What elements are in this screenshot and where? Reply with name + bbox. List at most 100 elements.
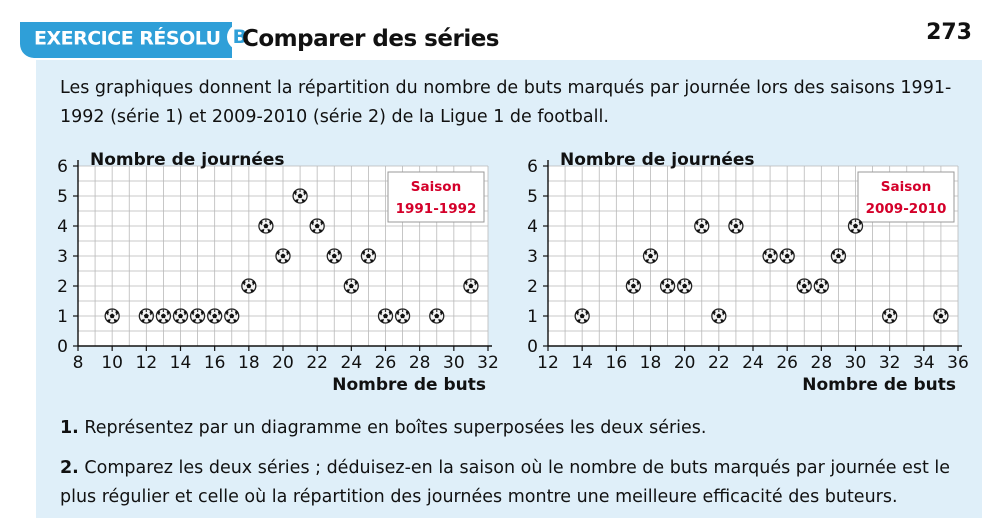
- data-point-soccer-ball: [224, 308, 240, 324]
- y-tick-label: 3: [57, 247, 68, 267]
- exercise-title: Comparer des séries: [242, 26, 500, 52]
- data-point-soccer-ball: [207, 308, 223, 324]
- y-tick-label: 0: [527, 337, 538, 357]
- data-point-soccer-ball: [326, 248, 342, 264]
- question-2: 2. Comparez les deux séries ; déduisez-e…: [60, 454, 980, 512]
- question-2-text: Comparez les deux séries ; déduisez-en l…: [60, 458, 951, 507]
- data-point-soccer-ball: [292, 188, 308, 204]
- intro-text: Les graphiques donnent la répartition du…: [60, 78, 952, 127]
- y-tick-label: 6: [527, 157, 538, 177]
- data-point-soccer-ball: [343, 278, 359, 294]
- x-tick-label: 28: [409, 353, 431, 373]
- season-legend-title: Saison: [881, 179, 931, 195]
- x-tick-label: 8: [73, 353, 84, 373]
- season-legend-box: [387, 171, 485, 223]
- x-tick-label: 26: [776, 353, 798, 373]
- x-tick-label: 26: [375, 353, 397, 373]
- data-point-soccer-ball: [625, 278, 642, 294]
- x-tick-label: 30: [443, 353, 465, 373]
- y-tick-label: 0: [57, 337, 68, 357]
- x-axis-label: Nombre de buts: [332, 375, 486, 395]
- x-axis-label: Nombre de buts: [802, 375, 956, 395]
- x-tick-label: 18: [238, 353, 260, 373]
- season-legend-title: Saison: [411, 179, 461, 195]
- data-point-soccer-ball: [275, 248, 291, 264]
- y-tick-label: 4: [527, 217, 538, 237]
- data-point-soccer-ball: [241, 278, 257, 294]
- x-tick-label: 28: [811, 353, 833, 373]
- data-point-soccer-ball: [309, 218, 325, 234]
- question-1-number: 1.: [60, 418, 79, 438]
- data-point-soccer-ball: [394, 308, 411, 324]
- y-axis-label: Nombre de journées: [90, 150, 285, 170]
- data-point-soccer-ball: [813, 278, 829, 294]
- x-tick-label: 16: [204, 353, 226, 373]
- exercise-tab: EXERCICE RÉSOLU B: [20, 22, 253, 58]
- y-axis-label: Nombre de journées: [560, 150, 755, 170]
- data-point-soccer-ball: [659, 278, 676, 294]
- x-tick-label: 20: [272, 353, 294, 373]
- data-point-soccer-ball: [155, 308, 172, 324]
- y-tick-label: 5: [527, 187, 538, 207]
- data-point-soccer-ball: [574, 308, 590, 324]
- season-legend-box: [857, 171, 955, 223]
- data-point-soccer-ball: [762, 248, 778, 264]
- data-point-soccer-ball: [933, 308, 949, 324]
- season-legend-years: 2009-2010: [866, 201, 947, 217]
- data-point-soccer-ball: [258, 218, 274, 234]
- exercise-letter-badge: B: [226, 24, 253, 50]
- x-tick-label: 24: [742, 353, 764, 373]
- data-point-soccer-ball: [711, 308, 727, 324]
- data-point-soccer-ball: [779, 248, 795, 264]
- y-tick-label: 4: [57, 217, 68, 237]
- x-tick-label: 10: [101, 353, 123, 373]
- data-point-soccer-ball: [104, 308, 120, 324]
- data-point-soccer-ball: [847, 218, 864, 234]
- exercise-tab-label: EXERCICE RÉSOLU B: [34, 24, 253, 52]
- y-tick-label: 2: [57, 277, 68, 297]
- data-point-soccer-ball: [189, 308, 206, 324]
- season-legend-years: 1991-1992: [396, 201, 477, 217]
- y-tick-label: 6: [57, 157, 68, 177]
- data-point-soccer-ball: [694, 218, 710, 234]
- x-tick-label: 14: [170, 353, 192, 373]
- x-tick-label: 24: [341, 353, 363, 373]
- x-tick-label: 32: [477, 353, 499, 373]
- x-tick-label: 22: [306, 353, 328, 373]
- x-tick-label: 14: [571, 353, 593, 373]
- data-point-soccer-ball: [677, 278, 693, 294]
- exercise-label: EXERCICE RÉSOLU: [34, 27, 221, 50]
- data-point-soccer-ball: [642, 248, 659, 264]
- data-point-soccer-ball: [429, 308, 445, 324]
- x-tick-label: 32: [879, 353, 901, 373]
- x-tick-label: 34: [913, 353, 935, 373]
- question-2-number: 2.: [60, 458, 79, 478]
- data-point-soccer-ball: [138, 308, 154, 324]
- data-point-soccer-ball: [830, 248, 847, 264]
- x-tick-label: 20: [674, 353, 696, 373]
- x-tick-label: 12: [136, 353, 158, 373]
- x-tick-label: 30: [845, 353, 867, 373]
- question-1-text: Représentez par un diagramme en boîtes s…: [84, 418, 707, 438]
- x-tick-label: 12: [537, 353, 559, 373]
- y-tick-label: 3: [527, 247, 538, 267]
- data-point-soccer-ball: [882, 308, 898, 324]
- y-tick-label: 1: [57, 307, 68, 327]
- x-tick-label: 22: [708, 353, 730, 373]
- data-point-soccer-ball: [463, 278, 479, 294]
- data-point-soccer-ball: [172, 308, 189, 324]
- x-tick-label: 16: [606, 353, 628, 373]
- y-tick-label: 5: [57, 187, 68, 207]
- y-tick-label: 2: [527, 277, 538, 297]
- data-point-soccer-ball: [360, 248, 377, 264]
- question-1: 1. Représentez par un diagramme en boîte…: [60, 414, 980, 443]
- x-tick-label: 18: [640, 353, 662, 373]
- data-point-soccer-ball: [728, 218, 744, 234]
- page-number: 273: [926, 20, 972, 45]
- y-tick-label: 1: [527, 307, 538, 327]
- data-point-soccer-ball: [796, 278, 812, 294]
- data-point-soccer-ball: [377, 308, 394, 324]
- x-tick-label: 36: [947, 353, 969, 373]
